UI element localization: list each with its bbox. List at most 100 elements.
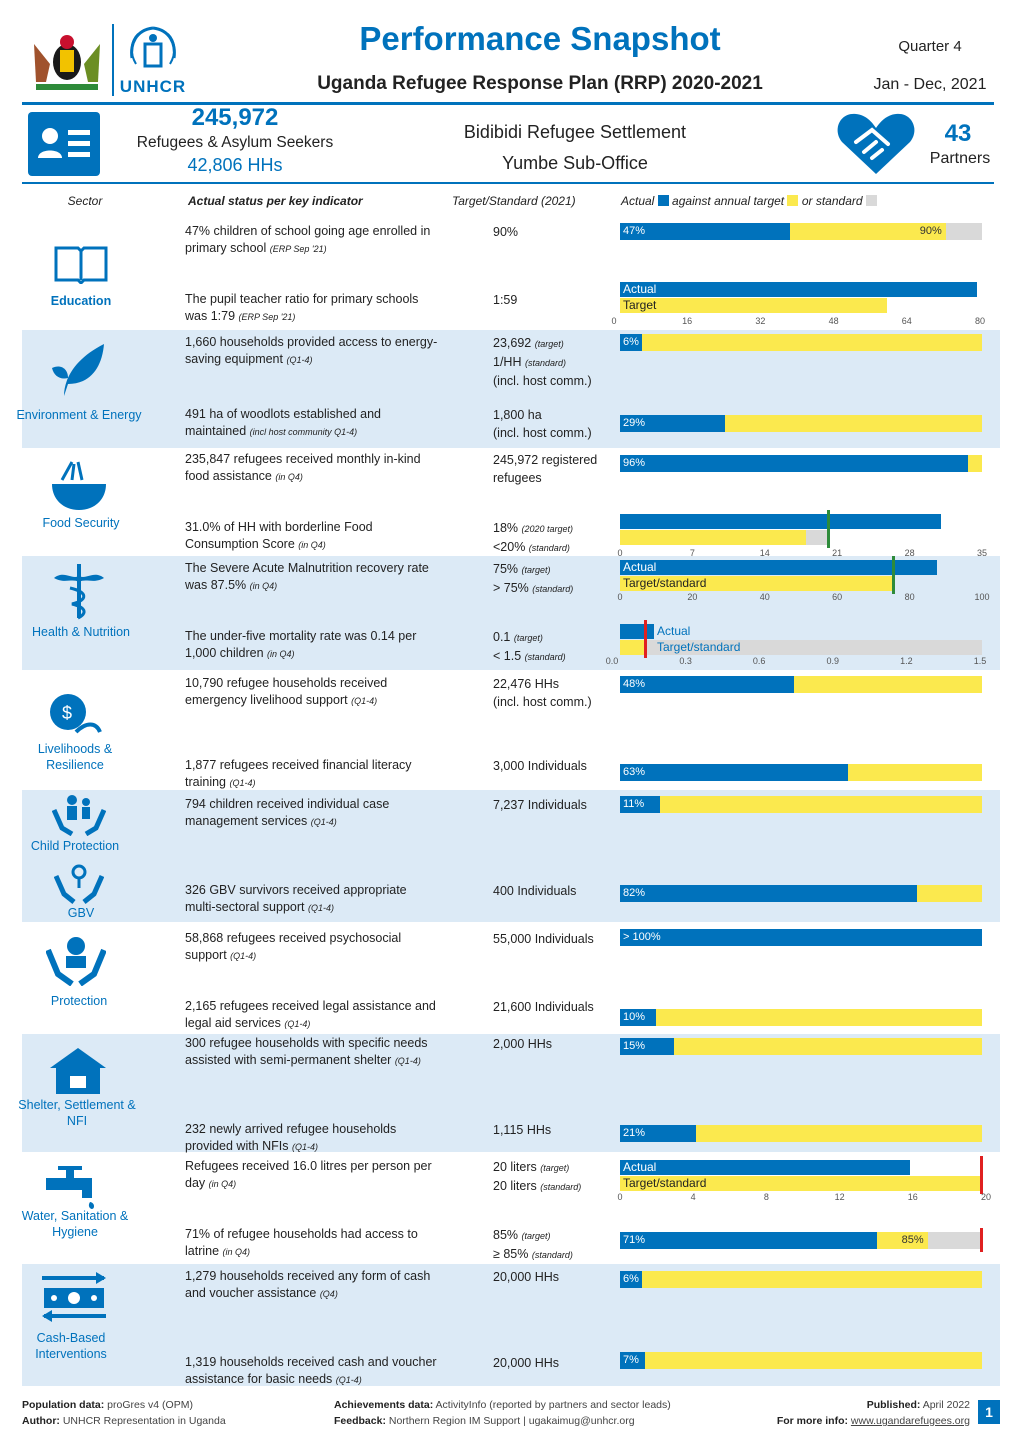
child-protection-icon [51,792,107,837]
target-line-2: > 75% (standard) [493,581,574,595]
axis-tick-label: 16 [682,316,693,326]
sector-shelter: Shelter, Settlement & NFI [18,1098,136,1128]
target-line-1-note: (target) [540,1163,570,1173]
sam-actual-bar [620,560,937,575]
target-line-3: (incl. host comm.) [493,426,592,440]
axis-tick-label: 8 [763,1192,769,1202]
target-line-1: 85% (target) [493,1228,551,1242]
footer-fb-value: Northern Region IM Support | ugakaimug@u… [388,1415,635,1427]
sam-actual-label: Actual [623,560,657,574]
food-bowl-icon [48,458,110,514]
partners-count: 43 [944,120,972,147]
target-line-1: 7,237 Individuals [493,798,587,812]
page-number: 1 [978,1400,1000,1424]
target-line-3: (incl. host comm.) [493,374,592,388]
cash-transfer-icon [38,1270,110,1324]
indicator-source: (Q1-4) [394,1056,421,1066]
u5-target-bar [620,640,645,655]
indicator-source: (Q1-4) [286,355,313,365]
axis-tick-label: 32 [755,316,766,326]
target-line-1-note: (target) [521,565,551,575]
fcs-standard-line [826,510,830,548]
progress-target-label: 90% [919,225,942,237]
indicator-text: 47% children of school going age enrolle… [185,223,440,258]
footer-ach-value: ActivityInfo (reported by partners and s… [435,1399,671,1411]
caduceus-icon [50,562,108,620]
target-text: 0.1 (target) < 1.5 (standard) [493,628,613,666]
indicator-main: Refugees received 16.0 litres per person… [185,1159,432,1190]
indicator-text: The pupil teacher ratio for primary scho… [185,291,440,326]
axis-tick-label: 0.0 [605,656,619,666]
target-line-1: 20 liters (target) [493,1160,570,1174]
indicator-main: The under-five mortality rate was 0.14 p… [185,629,417,660]
axis-tick-label: 80 [974,316,986,326]
indicator-source: (in Q4) [267,649,295,659]
axis-tick-label: 20 [980,1192,992,1202]
target-line-2: ≥ 85% (standard) [493,1247,573,1261]
axis-tick-label: 1.5 [973,656,987,666]
progress-target-bar [620,1038,982,1055]
axis-tick-label: 12 [834,1192,845,1202]
u5-axis: 0.0 0.3 0.6 0.9 1.2 1.5 [606,656,987,666]
progress-actual-bar: 82% [620,885,917,902]
indicator-text: 326 GBV survivors received appropriate m… [185,882,440,917]
progress-target-bar [620,334,982,351]
progress-actual-bar: > 100% [620,929,982,946]
indicator-text: 58,868 refugees received psychosocial su… [185,930,440,965]
target-line-1: 21,600 Individuals [493,1000,594,1014]
footer-fb-label: Feedback: [334,1415,386,1427]
axis-tick-label: 0 [617,548,623,558]
indicator-source: (Q1-4) [230,951,257,961]
progress-actual-bar: 11% [620,796,660,813]
fcs-axis: 0 7 14 21 28 35 [617,548,987,558]
progress-actual-bar: 48% [620,676,794,693]
indicator-main: The pupil teacher ratio for primary scho… [185,292,419,323]
indicator-source: (Q1-4) [291,1142,318,1152]
target-line-2-note: (standard) [524,652,566,662]
indicator-source: (in Q4) [275,472,303,482]
fcs-standard-bar [806,530,827,545]
progress-target-bar [620,1009,982,1026]
target-line-1: 75% (target) [493,562,551,576]
target-text: 23,692 (target) 1/HH (standard) (incl. hos… [493,334,613,390]
indicator-main: The Severe Acute Malnutrition recovery r… [185,561,429,592]
col-target: Target/Standard (2021) [452,194,576,208]
indicator-main: 300 refugee households with specific nee… [185,1036,428,1067]
indicator-source: (in Q4) [298,540,326,550]
target-text: 1,800 ha (incl. host comm.) [493,406,613,442]
indicator-source: (incl host community Q1-4) [249,427,358,437]
target-text: 75% (target) > 75% (standard) [493,560,613,598]
target-line-2-note: (standard) [540,1182,582,1192]
target-line-1: 23,692 (target) [493,336,564,350]
progress-target-bar [620,1125,982,1142]
refugee-card-icon [28,112,100,176]
indicator-text: 1,660 households provided access to ener… [185,334,440,369]
axis-tick-label: 60 [832,592,843,602]
target-line-1-note: (target) [521,1231,551,1241]
legend-yellow-swatch [787,195,799,206]
target-line-2: <20% (standard) [493,540,570,554]
water-target-label: Target/standard [623,1176,707,1190]
col-sector: Sector [67,194,103,208]
indicator-text: 232 newly arrived refugee households pro… [185,1121,440,1156]
legend-against: against annual target [672,194,785,208]
progress-actual-bar: 96% [620,455,968,472]
ptr-actual-label: Actual [623,282,657,296]
indicator-source: (in Q4) [208,1179,237,1189]
refugees-count: 245,972 [191,104,279,131]
indicator-source: (Q1-4) [229,778,256,788]
target-line-1: 1,115 HHs [493,1123,552,1137]
u5-actual-bar [620,624,654,639]
target-line-2: 1/HH (standard) [493,355,566,369]
progress-actual-bar: 6% [620,1271,642,1288]
ptr-target-bar [620,298,887,313]
footer-info-link[interactable]: www.ugandarefugees.org [850,1415,970,1427]
ptr-actual-bar [620,282,978,297]
legend-blue-swatch [657,195,669,206]
target-line-1: 400 Individuals [493,884,577,898]
target-text: 20,000 HHs [493,1268,613,1286]
footer-pop-label: Population data: [22,1399,105,1411]
target-line-2-note: (standard) [528,543,570,553]
target-text: 85% (target) ≥ 85% (standard) [493,1226,613,1264]
axis-tick-label: 1.2 [900,656,913,666]
